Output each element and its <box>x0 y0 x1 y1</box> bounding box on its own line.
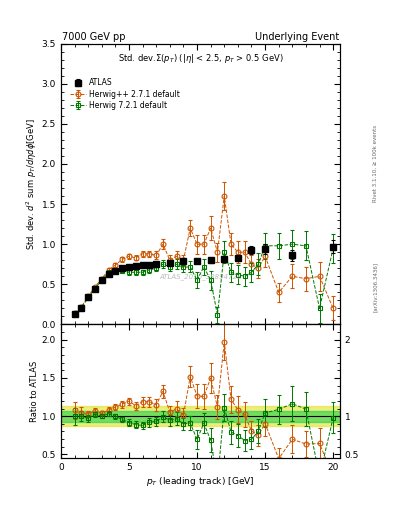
Text: Std. dev.$\Sigma(p_T)$ ($|\eta|$ < 2.5, $p_T$ > 0.5 GeV): Std. dev.$\Sigma(p_T)$ ($|\eta|$ < 2.5, … <box>118 52 283 65</box>
Text: 7000 GeV pp: 7000 GeV pp <box>62 32 126 42</box>
Y-axis label: Ratio to ATLAS: Ratio to ATLAS <box>30 361 39 422</box>
Text: [arXiv:1306.3436]: [arXiv:1306.3436] <box>373 262 378 312</box>
Y-axis label: Std. dev. $d^2$ sum $p_T/d\eta d\phi$[GeV]: Std. dev. $d^2$ sum $p_T/d\eta d\phi$[Ge… <box>24 118 39 250</box>
Text: Underlying Event: Underlying Event <box>255 32 339 42</box>
Text: ATLAS_2010_S8894728: ATLAS_2010_S8894728 <box>159 273 242 280</box>
X-axis label: $p_T$ (leading track) [GeV]: $p_T$ (leading track) [GeV] <box>146 475 255 488</box>
Bar <box>61 411 340 421</box>
Text: Rivet 3.1.10, ≥ 100k events: Rivet 3.1.10, ≥ 100k events <box>373 125 378 202</box>
Bar <box>61 406 340 426</box>
Legend: ATLAS, Herwig++ 2.7.1 default, Herwig 7.2.1 default: ATLAS, Herwig++ 2.7.1 default, Herwig 7.… <box>70 78 180 110</box>
